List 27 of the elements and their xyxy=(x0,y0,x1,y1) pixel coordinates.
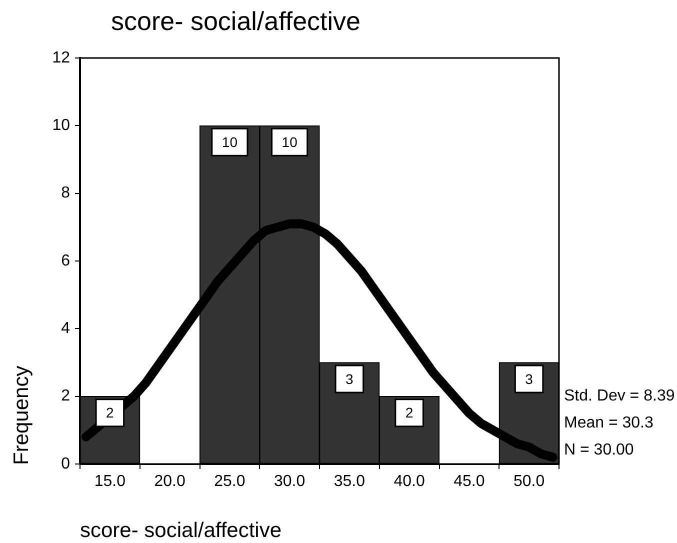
y-tick-label: 6 xyxy=(61,252,70,270)
chart-title: score- social/affective xyxy=(111,6,361,36)
x-tick-label: 45.0 xyxy=(454,473,485,490)
y-axis-title: Frequency xyxy=(10,365,33,465)
text: N = 30.00 xyxy=(564,441,634,458)
x-axis-title: score- social/affective xyxy=(80,518,282,542)
x-tick-label: 15.0 xyxy=(94,473,126,490)
x-tick-label: 30.0 xyxy=(274,473,306,490)
y-tick-label: 8 xyxy=(61,184,70,202)
data-label: 3 xyxy=(346,370,354,387)
text: Std. Dev = 8.39 xyxy=(564,387,675,404)
x-tick-label: 20.0 xyxy=(154,473,186,490)
data-label: 2 xyxy=(405,404,414,421)
data-label: 2 xyxy=(106,404,114,421)
x-tick-label: 50.0 xyxy=(513,473,545,490)
y-tick-label: 2 xyxy=(61,388,70,405)
text: Mean = 30.3 xyxy=(564,414,654,432)
y-tick-label: 10 xyxy=(52,117,70,134)
x-tick-label: 40.0 xyxy=(394,473,425,490)
x-tick-label: 35.0 xyxy=(334,473,366,490)
data-label: 3 xyxy=(525,370,534,387)
data-label: 10 xyxy=(222,134,238,150)
y-tick-label: 12 xyxy=(52,49,70,66)
data-label: 10 xyxy=(282,134,298,150)
y-tick-label: 0 xyxy=(61,455,70,472)
x-tick-label: 25.0 xyxy=(214,473,246,490)
y-tick-label: 4 xyxy=(61,320,70,338)
